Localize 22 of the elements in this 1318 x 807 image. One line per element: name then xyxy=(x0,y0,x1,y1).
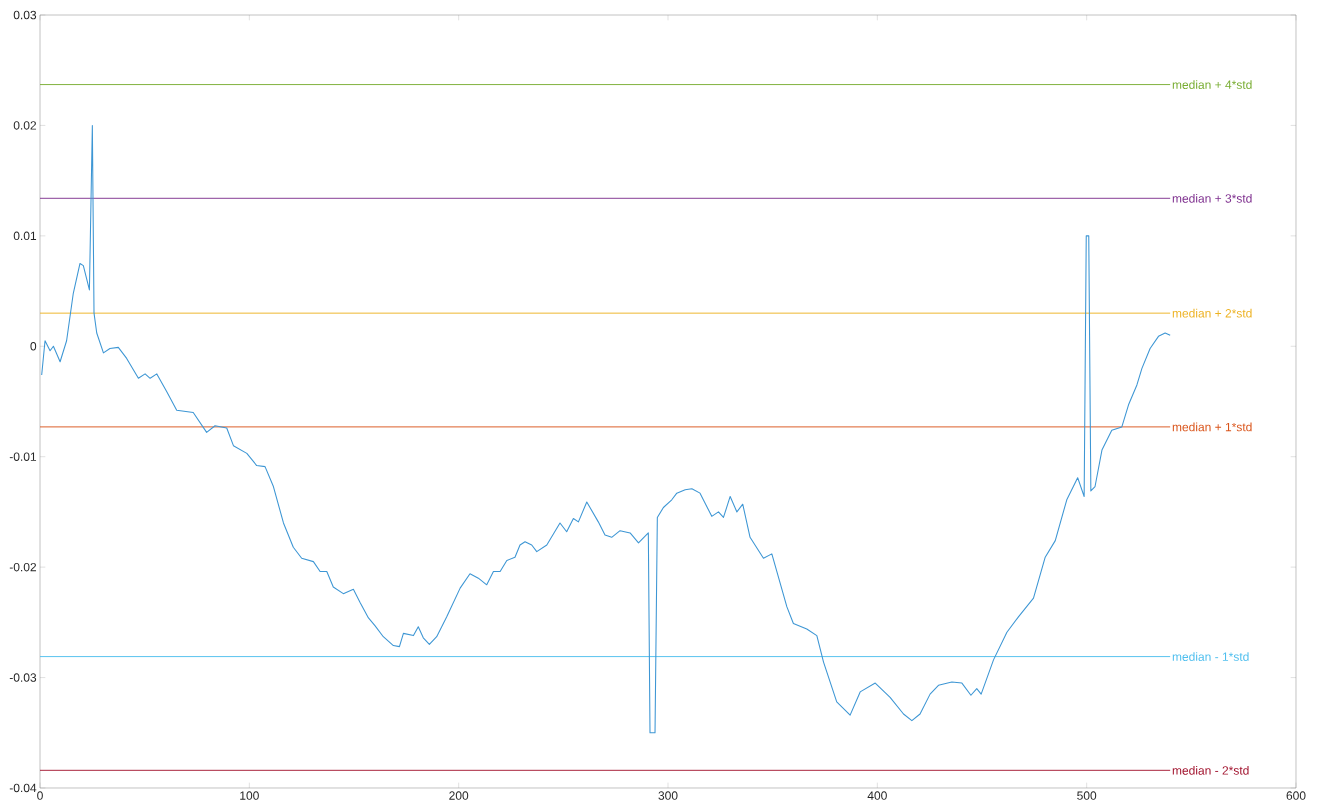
ref-line-label: median + 3*std xyxy=(1172,193,1252,203)
line-series xyxy=(41,124,1171,734)
x-tick-label: 100 xyxy=(240,791,259,800)
ref-line-label: median + 1*std xyxy=(1172,422,1252,432)
y-tick-label: -0.02 xyxy=(9,562,37,572)
x-tick-label: 500 xyxy=(1077,791,1097,800)
ref-line-label: median - 1*std xyxy=(1172,652,1249,661)
y-tick-label: 0.01 xyxy=(13,231,37,241)
x-tick-label: 300 xyxy=(658,791,678,800)
ref-line-label: median + 4*std xyxy=(1172,80,1252,89)
x-tick-label: 200 xyxy=(449,791,469,800)
x-tick-label: 0 xyxy=(37,791,43,800)
ref-line-label: median - 2*std xyxy=(1172,765,1249,775)
x-tick-label: 600 xyxy=(1286,791,1306,800)
y-tick-label: 0.02 xyxy=(13,121,37,130)
y-tick-label: 0.03 xyxy=(13,10,37,20)
ref-line-label: median + 2*std xyxy=(1172,308,1252,318)
y-tick-label: -0.01 xyxy=(9,452,37,461)
y-tick-label: -0.03 xyxy=(9,673,37,682)
y-tick-label: -0.04 xyxy=(9,783,37,793)
x-tick-label: 400 xyxy=(867,791,887,800)
y-tick-label: 0 xyxy=(30,342,37,351)
